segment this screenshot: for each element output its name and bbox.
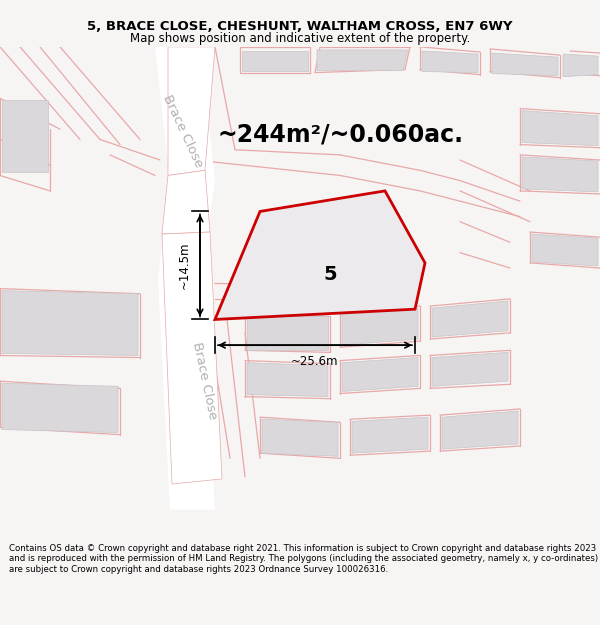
Polygon shape — [215, 191, 425, 319]
Polygon shape — [2, 101, 48, 172]
Polygon shape — [242, 51, 308, 71]
Polygon shape — [158, 278, 215, 510]
Text: Brace Close: Brace Close — [160, 92, 206, 170]
Text: Brace Close: Brace Close — [190, 341, 220, 421]
Text: 5, BRACE CLOSE, CHESHUNT, WALTHAM CROSS, EN7 6WY: 5, BRACE CLOSE, CHESHUNT, WALTHAM CROSS,… — [87, 20, 513, 32]
Polygon shape — [168, 47, 215, 176]
Polygon shape — [247, 362, 328, 397]
Text: Map shows position and indicative extent of the property.: Map shows position and indicative extent… — [130, 32, 470, 45]
Text: Contains OS data © Crown copyright and database right 2021. This information is : Contains OS data © Crown copyright and d… — [9, 544, 598, 574]
Polygon shape — [317, 50, 408, 71]
Polygon shape — [155, 47, 215, 181]
Polygon shape — [432, 352, 508, 386]
Polygon shape — [563, 54, 598, 77]
Polygon shape — [522, 157, 598, 192]
Polygon shape — [247, 316, 328, 351]
Polygon shape — [432, 301, 508, 337]
Polygon shape — [522, 111, 598, 146]
Polygon shape — [262, 419, 338, 456]
Text: ~14.5m: ~14.5m — [178, 242, 191, 289]
Polygon shape — [2, 291, 138, 356]
Polygon shape — [162, 232, 222, 484]
Text: 5: 5 — [323, 265, 337, 284]
Polygon shape — [492, 53, 558, 76]
Polygon shape — [532, 234, 598, 266]
Polygon shape — [162, 170, 210, 234]
Polygon shape — [352, 418, 428, 453]
Polygon shape — [2, 383, 118, 432]
Text: ~25.6m: ~25.6m — [291, 355, 339, 368]
Polygon shape — [158, 181, 215, 284]
Polygon shape — [422, 51, 478, 72]
Text: ~244m²/~0.060ac.: ~244m²/~0.060ac. — [217, 122, 463, 146]
Polygon shape — [442, 411, 518, 449]
Polygon shape — [342, 308, 418, 345]
Polygon shape — [342, 357, 418, 391]
